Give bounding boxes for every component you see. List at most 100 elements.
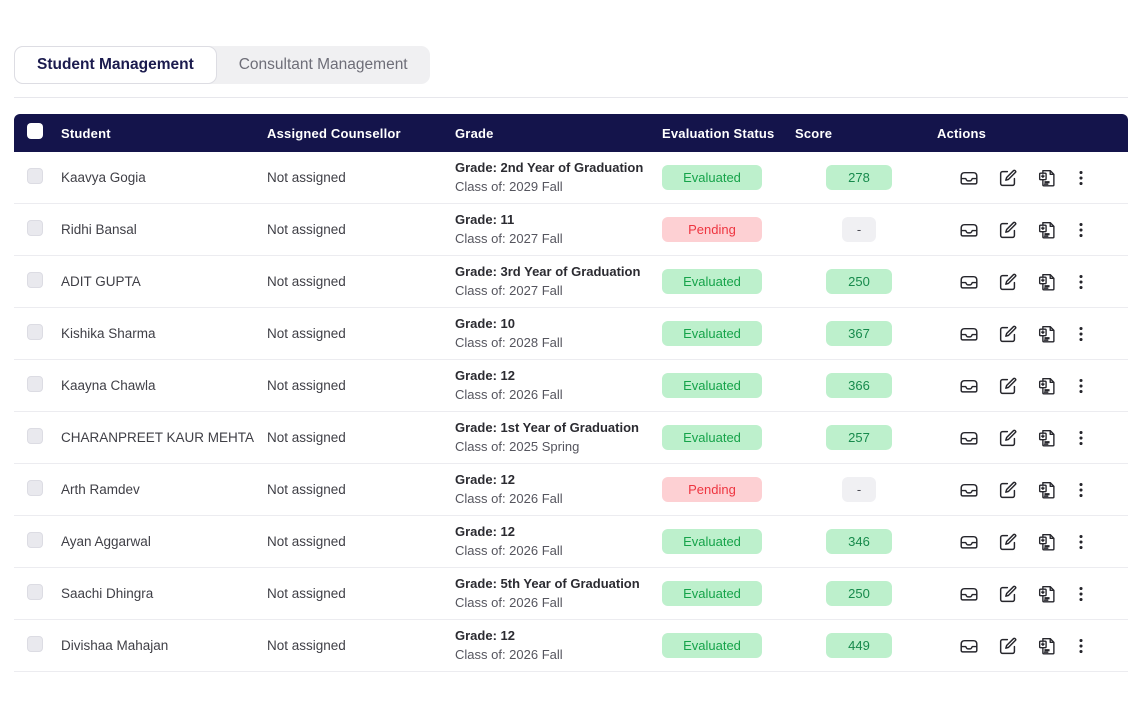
grade-cell: Grade: 12 Class of: 2026 Fall [448,367,655,405]
inbox-icon[interactable] [958,531,980,553]
row-checkbox[interactable] [27,220,43,236]
edit-icon[interactable] [997,531,1019,553]
more-options-icon[interactable] [1075,479,1087,501]
score-cell: 250 [788,581,930,606]
status-badge: Evaluated [662,373,762,398]
row-checkbox-cell [14,324,54,343]
actions-cell [930,271,1128,293]
row-checkbox[interactable] [27,636,43,652]
table-header: Student Assigned Counsellor Grade Evalua… [14,114,1128,152]
more-options-icon[interactable] [1075,219,1087,241]
row-checkbox-cell [14,480,54,499]
status-badge: Evaluated [662,581,762,606]
more-options-icon[interactable] [1075,583,1087,605]
row-checkbox-cell [14,220,54,239]
document-report-icon[interactable] [1036,271,1058,293]
score-badge: 449 [826,633,892,658]
row-checkbox[interactable] [27,428,43,444]
tab-bar: Student Management Consultant Management [14,46,1128,84]
more-options-icon[interactable] [1075,531,1087,553]
column-header-student: Student [61,125,111,141]
edit-icon[interactable] [997,271,1019,293]
row-checkbox[interactable] [27,168,43,184]
column-header-actions: Actions [937,125,987,141]
document-report-icon[interactable] [1036,219,1058,241]
class-of-text: Class of: 2027 Fall [455,230,563,246]
class-of-text: Class of: 2026 Fall [455,386,563,402]
score-cell: - [788,477,930,502]
inbox-icon[interactable] [958,375,980,397]
row-checkbox[interactable] [27,272,43,288]
student-name: Ayan Aggarwal [61,534,151,549]
status-cell: Pending [655,217,788,242]
edit-icon[interactable] [997,635,1019,657]
edit-icon[interactable] [997,375,1019,397]
row-checkbox[interactable] [27,324,43,340]
grade-cell: Grade: 1st Year of Graduation Class of: … [448,419,655,457]
document-report-icon[interactable] [1036,635,1058,657]
table-row: Kaavya Gogia Not assigned Grade: 2nd Yea… [14,152,1128,204]
row-checkbox-cell [14,428,54,447]
status-cell: Evaluated [655,581,788,606]
more-options-icon[interactable] [1075,323,1087,345]
tab-consultant-management[interactable]: Consultant Management [217,46,430,84]
actions-cell [930,375,1128,397]
inbox-icon[interactable] [958,635,980,657]
inbox-icon[interactable] [958,323,980,345]
actions-cell [930,583,1128,605]
document-report-icon[interactable] [1036,167,1058,189]
row-checkbox[interactable] [27,584,43,600]
edit-icon[interactable] [997,479,1019,501]
edit-icon[interactable] [997,583,1019,605]
more-options-icon[interactable] [1075,427,1087,449]
score-badge: 257 [826,425,892,450]
actions-cell [930,167,1128,189]
edit-icon[interactable] [997,167,1019,189]
more-options-icon[interactable] [1075,167,1087,189]
more-options-icon[interactable] [1075,375,1087,397]
grade-text: Grade: 5th Year of Graduation [455,575,640,591]
score-badge: 250 [826,269,892,294]
student-name: Arth Ramdev [61,482,140,497]
edit-icon[interactable] [997,219,1019,241]
more-options-icon[interactable] [1075,635,1087,657]
inbox-icon[interactable] [958,271,980,293]
grade-text: Grade: 12 [455,367,515,383]
row-checkbox-cell [14,376,54,395]
grade-text: Grade: 11 [455,211,515,227]
assigned-counsellor: Not assigned [267,586,346,601]
document-report-icon[interactable] [1036,531,1058,553]
grade-text: Grade: 12 [455,627,515,643]
select-all-checkbox[interactable] [27,122,43,139]
document-report-icon[interactable] [1036,479,1058,501]
class-of-text: Class of: 2026 Fall [455,594,563,610]
grade-text: Grade: 3rd Year of Graduation [455,263,641,279]
row-checkbox[interactable] [27,376,43,392]
document-report-icon[interactable] [1036,583,1058,605]
grade-text: Grade: 12 [455,471,515,487]
score-badge: - [842,477,876,502]
document-report-icon[interactable] [1036,427,1058,449]
row-checkbox-cell [14,636,54,655]
score-cell: 346 [788,529,930,554]
tab-student-management[interactable]: Student Management [14,46,217,84]
inbox-icon[interactable] [958,479,980,501]
edit-icon[interactable] [997,323,1019,345]
table-row: Ridhi Bansal Not assigned Grade: 11 Clas… [14,204,1128,256]
document-report-icon[interactable] [1036,323,1058,345]
inbox-icon[interactable] [958,427,980,449]
inbox-icon[interactable] [958,583,980,605]
inbox-icon[interactable] [958,167,980,189]
edit-icon[interactable] [997,427,1019,449]
more-options-icon[interactable] [1075,271,1087,293]
status-cell: Evaluated [655,425,788,450]
row-checkbox[interactable] [27,480,43,496]
row-checkbox[interactable] [27,532,43,548]
score-cell: 250 [788,269,930,294]
status-cell: Evaluated [655,165,788,190]
row-checkbox-cell [14,584,54,603]
inbox-icon[interactable] [958,219,980,241]
student-name: ADIT GUPTA [61,274,141,289]
class-of-text: Class of: 2026 Fall [455,542,563,558]
document-report-icon[interactable] [1036,375,1058,397]
